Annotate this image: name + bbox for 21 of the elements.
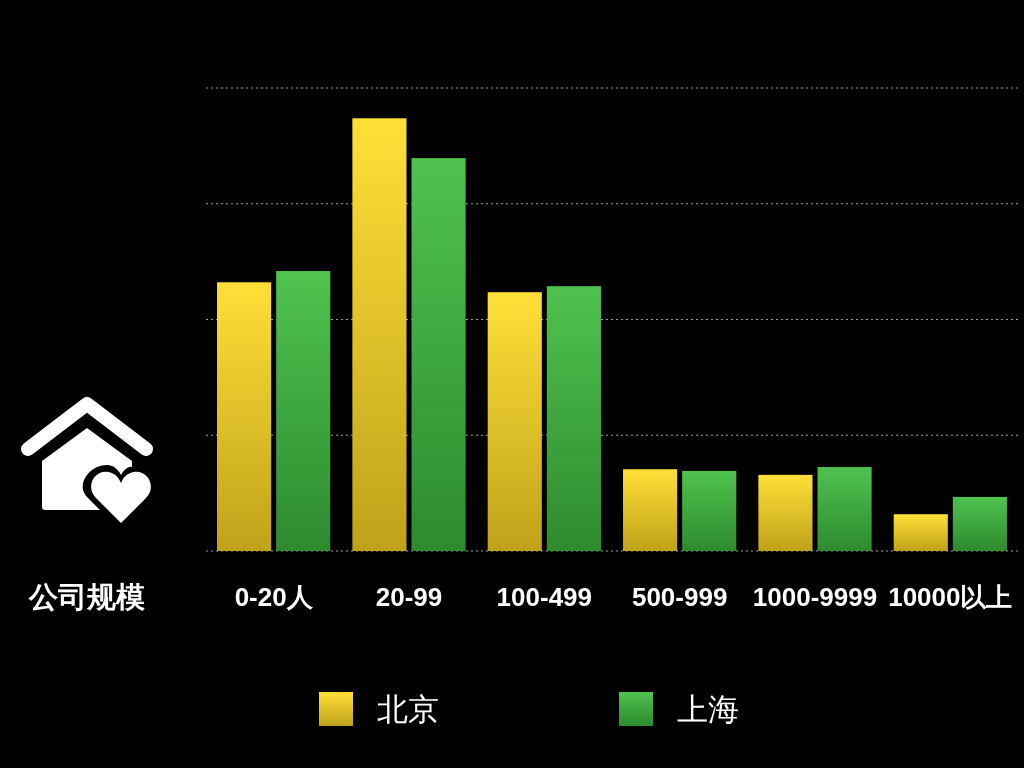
x-tick-label: 100-499 <box>496 582 593 612</box>
x-tick-label: 10000以上 <box>888 582 1013 612</box>
bar <box>352 118 407 551</box>
bar <box>623 469 678 551</box>
legend-label: 北京 <box>377 692 439 727</box>
x-tick-label: 0-20人 <box>234 582 314 612</box>
bar <box>817 467 872 551</box>
bar <box>276 271 331 551</box>
bar <box>952 496 1007 551</box>
bar <box>893 514 948 551</box>
x-tick-label: 20-99 <box>375 582 443 612</box>
x-tick-label: 1000-9999 <box>752 582 878 612</box>
bar <box>217 282 272 551</box>
bar <box>546 286 601 551</box>
x-tick-label: 500-999 <box>631 582 728 612</box>
legend-label: 上海 <box>677 692 739 727</box>
bar <box>411 158 466 551</box>
bar <box>487 292 542 551</box>
bar <box>758 474 813 551</box>
x-axis-title: 公司规模 <box>28 581 145 613</box>
bar <box>682 470 737 551</box>
